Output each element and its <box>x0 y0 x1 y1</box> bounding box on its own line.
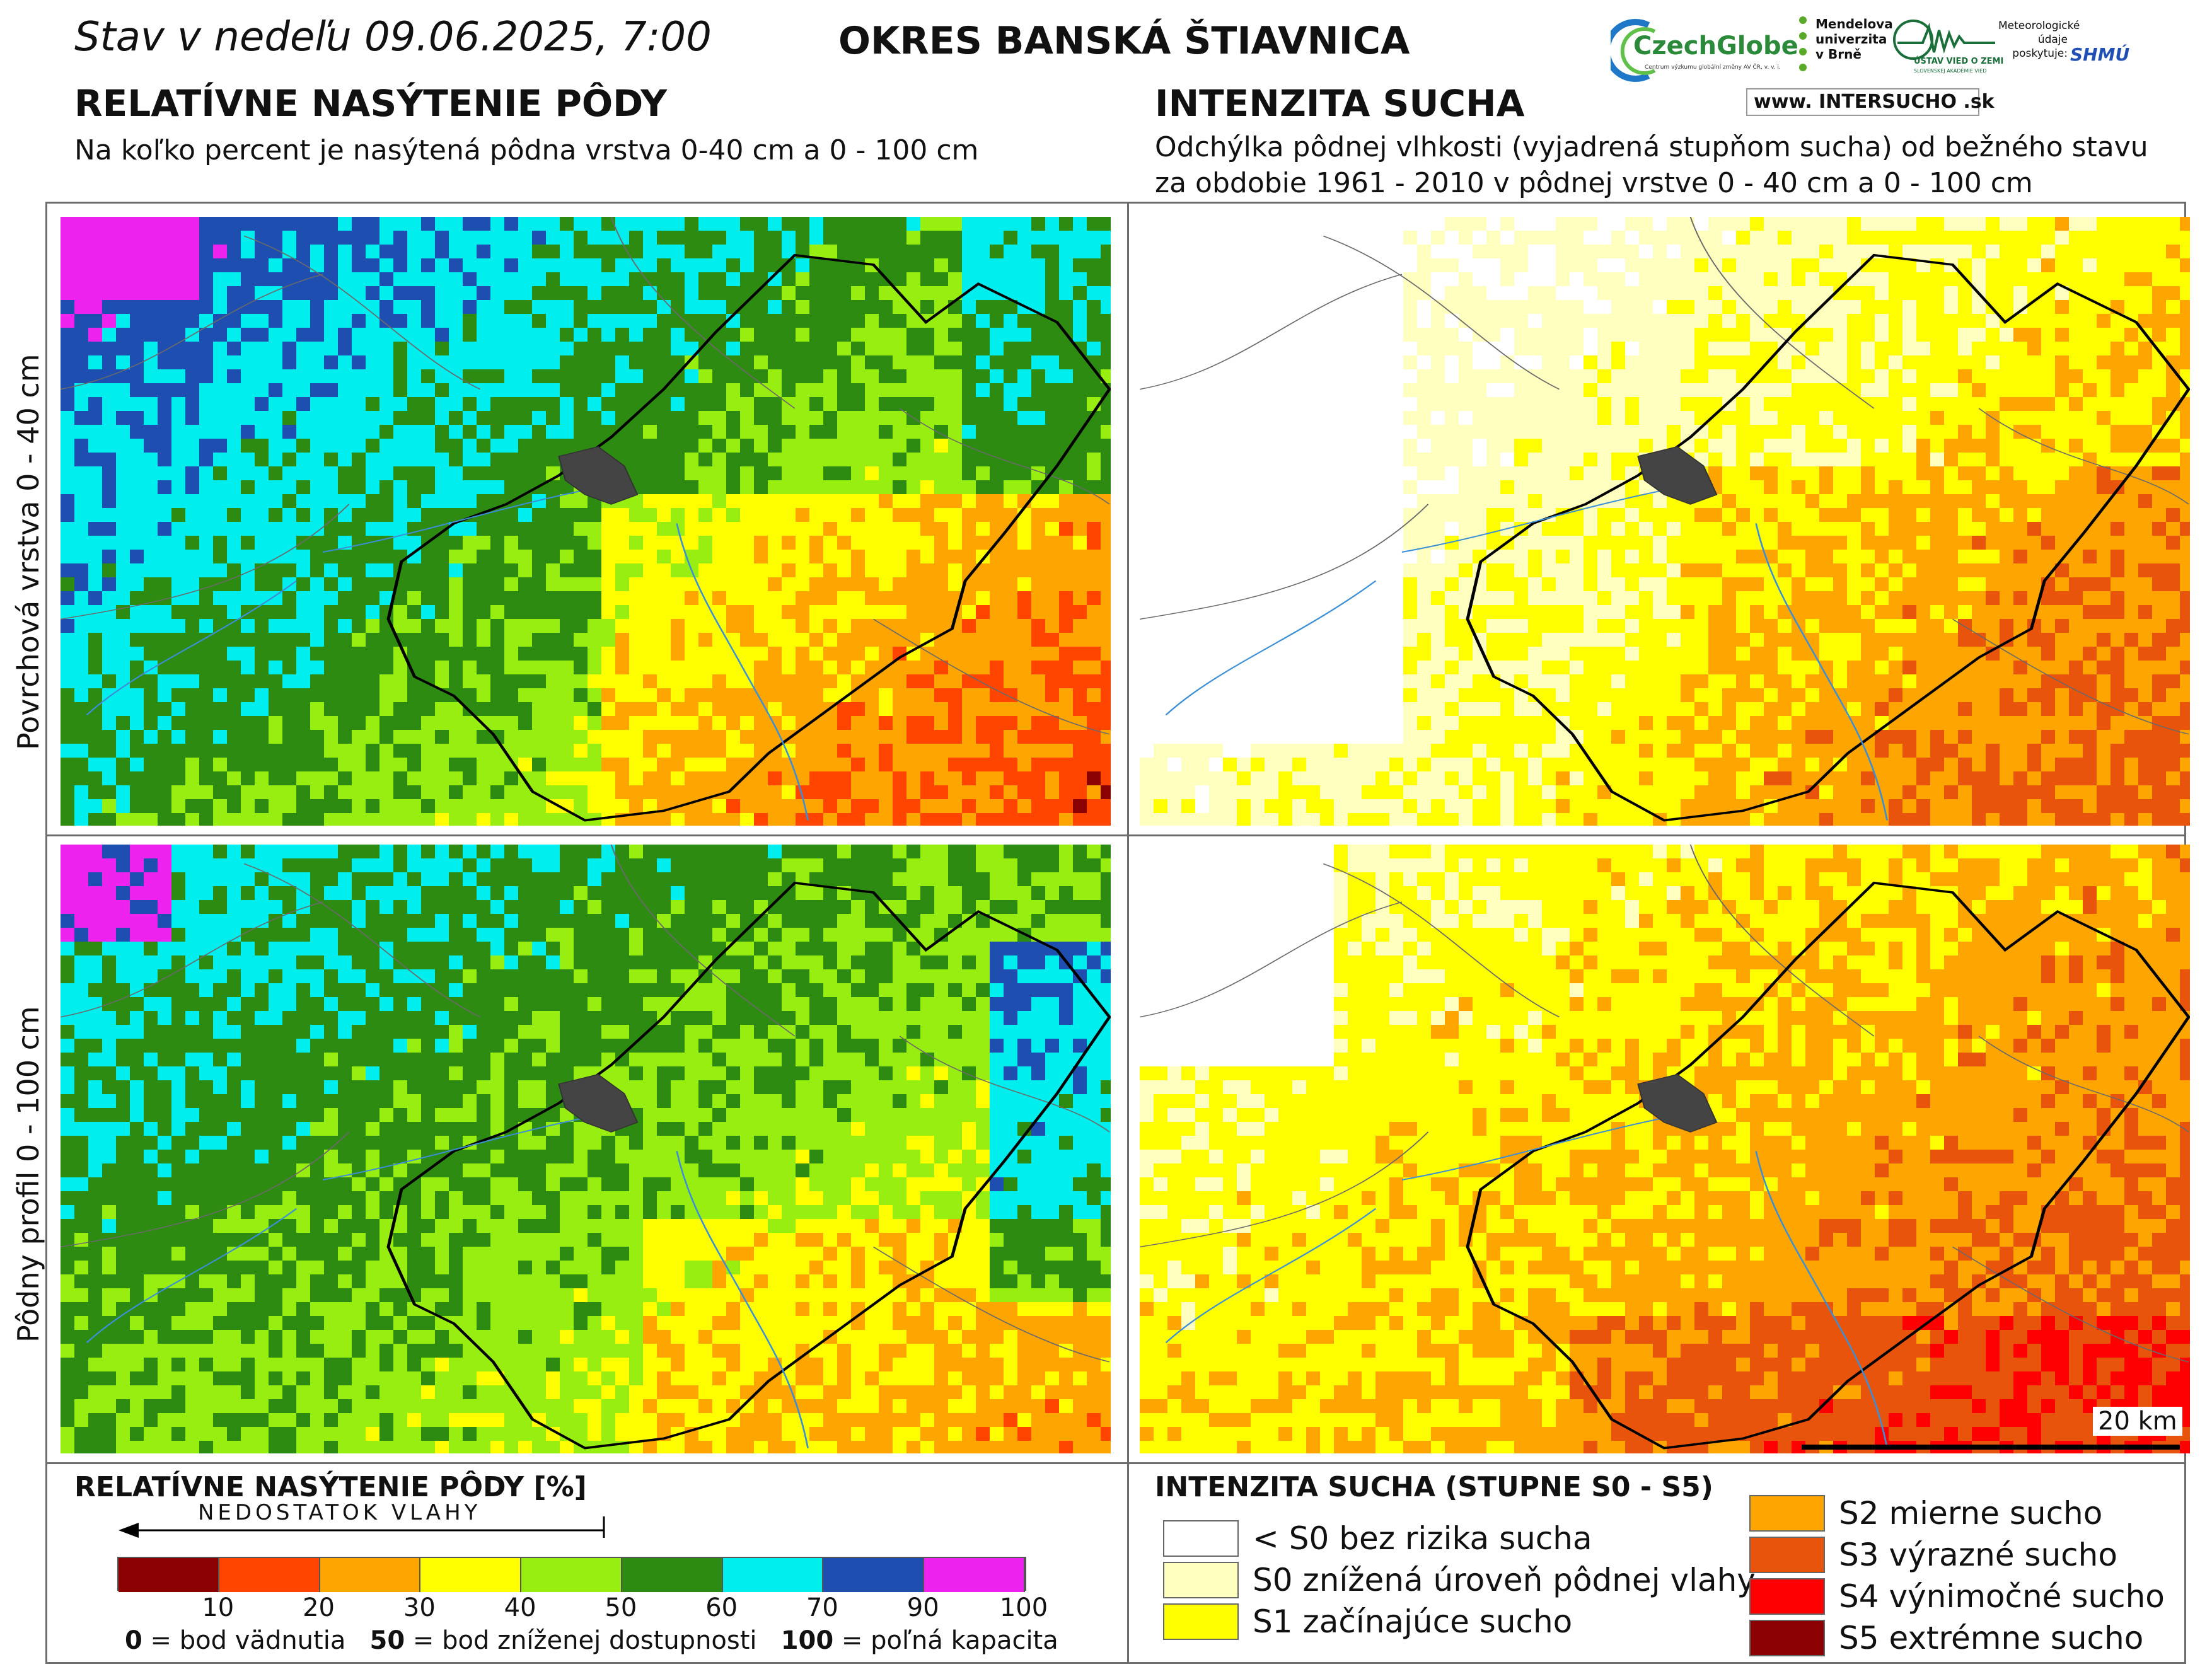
saturation-tick-label: 30 <box>403 1593 436 1622</box>
mendel-text: Mendelova univerzita v Brně <box>1815 16 1893 62</box>
drought-title: INTENZITA SUCHA <box>1155 82 1525 125</box>
shmu-logo: Meteorologické údaje poskytuje: SHMÚ <box>1998 19 2129 82</box>
drought-legend-label: < S0 bez rizika sucha <box>1253 1520 1592 1557</box>
footnote-0-text: = bod vädnutia <box>142 1626 346 1655</box>
saturation-tick-label: 90 <box>906 1593 939 1622</box>
saturation-subtitle: Na koľko percent je nasýtená pôdna vrstv… <box>74 134 979 166</box>
row-label-bottom: Pôdny profil 0 - 100 cm <box>11 1006 45 1342</box>
saturation-class-swatch <box>622 1558 723 1592</box>
saturation-class-swatch <box>521 1558 622 1592</box>
row-label-top: Povrchová vrstva 0 - 40 cm <box>11 354 45 750</box>
drought-subtitle-line1: Odchýlka pôdnej vlhkosti (vyjadrená stup… <box>1155 131 2148 163</box>
saturation-tick-label: 100 <box>999 1593 1048 1622</box>
saturation-footnote: 0 = bod vädnutia 50 = bod zníženej dostu… <box>125 1626 1058 1655</box>
drought-legend-swatch <box>1163 1562 1239 1598</box>
map-saturation-topsoil <box>61 217 1111 826</box>
district-title: OKRES BANSKÁ ŠTIAVNICA <box>838 19 1410 63</box>
footnote-100-text: = poľná kapacita <box>833 1626 1058 1655</box>
saturation-legend-title: RELATÍVNE NASÝTENIE PÔDY [%] <box>74 1471 587 1503</box>
footnote-100-num: 100 <box>780 1626 834 1655</box>
drought-legend-item: S0 znížená úroveň pôdnej vlahy <box>1163 1562 1756 1598</box>
uvz-logo: ÚSTAV VIED O ZEMI SLOVENSKEJ AKADÉMIE VI… <box>1891 18 2003 81</box>
map-drought-topsoil <box>1140 217 2190 826</box>
saturation-class-swatch <box>119 1558 219 1592</box>
drought-legend-item: S5 extrémne sucho <box>1749 1620 2143 1656</box>
drought-legend-swatch <box>1749 1578 1825 1615</box>
drought-legend-swatch <box>1163 1520 1239 1557</box>
saturation-tick-label: 50 <box>605 1593 637 1622</box>
shmu-text: SHMÚ <box>2070 44 2130 65</box>
saturation-tick-label: 60 <box>705 1593 738 1622</box>
drought-legend-item: S2 mierne sucho <box>1749 1495 2102 1532</box>
czechglobe-logo: CzechGlobe Centrum výzkumu globální změn… <box>1611 13 1798 82</box>
drought-legend-label: S0 znížená úroveň pôdnej vlahy <box>1253 1562 1756 1598</box>
drought-legend-label: S2 mierne sucho <box>1839 1495 2103 1532</box>
map-drought-profile <box>1140 845 2190 1453</box>
saturation-class-swatch <box>722 1558 824 1592</box>
drought-legend-label: S3 výrazné sucho <box>1839 1537 2117 1573</box>
saturation-class-swatch <box>320 1558 421 1592</box>
drought-subtitle-line2: za obdobie 1961 - 2010 v pôdnej vrstve 0… <box>1155 167 2033 199</box>
drought-legend-swatch <box>1749 1537 1825 1573</box>
drought-legend-item: S3 výrazné sucho <box>1749 1537 2117 1573</box>
legend-divider <box>45 1462 2186 1464</box>
mendel-dots-icon <box>1799 16 1807 71</box>
saturation-scale-ticks: 10 20 30 40 50 60 70 90 100 <box>117 1593 1048 1625</box>
drought-legend-label: S4 výnimočné sucho <box>1839 1578 2165 1615</box>
row-divider <box>45 834 2186 836</box>
scale-bar <box>1802 1445 2180 1450</box>
drought-legend-swatch <box>1749 1495 1825 1532</box>
saturation-tick-label: 20 <box>303 1593 335 1622</box>
saturation-title: RELATÍVNE NASÝTENIE PÔDY <box>74 82 668 125</box>
footnote-50-text: = bod zníženej dostupnosti <box>405 1626 757 1655</box>
shortage-arrow-label: NEDOSTATOK VLAHY <box>198 1500 482 1525</box>
shortage-arrow: NEDOSTATOK VLAHY <box>117 1500 609 1538</box>
czechglobe-text: CzechGlobe <box>1633 32 1798 61</box>
intersucho-text: www. INTERSUCHO .sk <box>1754 91 1995 113</box>
drought-legend-item: < S0 bez rizika sucha <box>1163 1520 1592 1557</box>
drought-legend-label: S5 extrémne sucho <box>1839 1620 2144 1656</box>
uvz-subtext: SLOVENSKEJ AKADÉMIE VIED <box>1914 68 1987 74</box>
footnote-0-num: 0 <box>125 1626 142 1655</box>
intersucho-logo: www. INTERSUCHO .sk <box>1746 88 1995 116</box>
vertical-divider <box>1127 202 1129 1664</box>
drought-legend-swatch <box>1163 1603 1239 1640</box>
arrow-left-icon <box>119 1516 605 1538</box>
shmu-note: Meteorologické údaje poskytuje: <box>1998 20 2080 60</box>
saturation-class-swatch <box>924 1558 1025 1592</box>
drought-legend-title: INTENZITA SUCHA (STUPNE S0 - S5) <box>1155 1471 1713 1503</box>
date-line: Stav v nedeľu 09.06.2025, 7:00 <box>74 14 712 61</box>
saturation-color-scale <box>117 1557 1026 1592</box>
czechglobe-swirl-icon <box>1611 19 1656 82</box>
seismograph-icon <box>1893 20 1995 60</box>
uvz-text: ÚSTAV VIED O ZEMI <box>1914 57 2004 66</box>
saturation-tick-label: 70 <box>806 1593 838 1622</box>
saturation-tick-label: 40 <box>504 1593 536 1622</box>
map-saturation-profile <box>61 845 1111 1453</box>
footnote-50-num: 50 <box>369 1626 405 1655</box>
drought-legend-item: S4 výnimočné sucho <box>1749 1578 2165 1615</box>
mendel-logo: Mendelova univerzita v Brně <box>1797 14 1893 77</box>
drought-legend-item: S1 začínajúce sucho <box>1163 1603 1572 1640</box>
saturation-class-swatch <box>420 1558 522 1592</box>
drought-legend-swatch <box>1749 1620 1825 1656</box>
saturation-class-swatch <box>823 1558 925 1592</box>
drought-legend-label: S1 začínajúce sucho <box>1253 1603 1573 1640</box>
scale-bar-label: 20 km <box>2093 1407 2182 1436</box>
czechglobe-subtext: Centrum výzkumu globální změny AV ČR, v.… <box>1645 64 1781 71</box>
saturation-class-swatch <box>219 1558 320 1592</box>
saturation-tick-label: 10 <box>202 1593 235 1622</box>
